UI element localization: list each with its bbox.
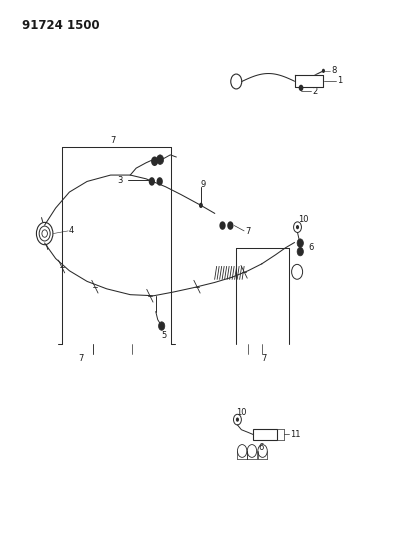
Text: 6: 6 bbox=[258, 443, 264, 452]
Text: 91724 1500: 91724 1500 bbox=[22, 19, 100, 33]
Circle shape bbox=[156, 177, 163, 185]
Text: 4: 4 bbox=[69, 227, 74, 236]
Text: 7: 7 bbox=[261, 354, 266, 363]
Circle shape bbox=[227, 221, 234, 230]
Text: 10: 10 bbox=[236, 408, 247, 417]
Circle shape bbox=[151, 157, 158, 166]
Text: 8: 8 bbox=[332, 67, 337, 75]
Polygon shape bbox=[295, 75, 323, 87]
Circle shape bbox=[322, 69, 325, 73]
Circle shape bbox=[297, 247, 303, 256]
FancyBboxPatch shape bbox=[253, 429, 277, 440]
Text: 10: 10 bbox=[298, 215, 309, 224]
Text: 3: 3 bbox=[117, 176, 123, 185]
Circle shape bbox=[299, 85, 303, 91]
Circle shape bbox=[297, 239, 303, 247]
Circle shape bbox=[158, 322, 165, 330]
Circle shape bbox=[199, 203, 203, 208]
Circle shape bbox=[296, 225, 299, 229]
Circle shape bbox=[156, 155, 164, 165]
Text: 2: 2 bbox=[312, 86, 317, 95]
Text: 9: 9 bbox=[200, 180, 206, 189]
Circle shape bbox=[236, 417, 239, 422]
Circle shape bbox=[219, 221, 226, 230]
Text: 1: 1 bbox=[338, 76, 343, 85]
Text: 7: 7 bbox=[110, 136, 115, 145]
Text: 7: 7 bbox=[245, 228, 251, 237]
Text: 6: 6 bbox=[308, 243, 314, 252]
Circle shape bbox=[149, 177, 155, 185]
Text: 11: 11 bbox=[290, 430, 301, 439]
Text: 5: 5 bbox=[161, 331, 166, 340]
Text: 7: 7 bbox=[78, 354, 84, 363]
